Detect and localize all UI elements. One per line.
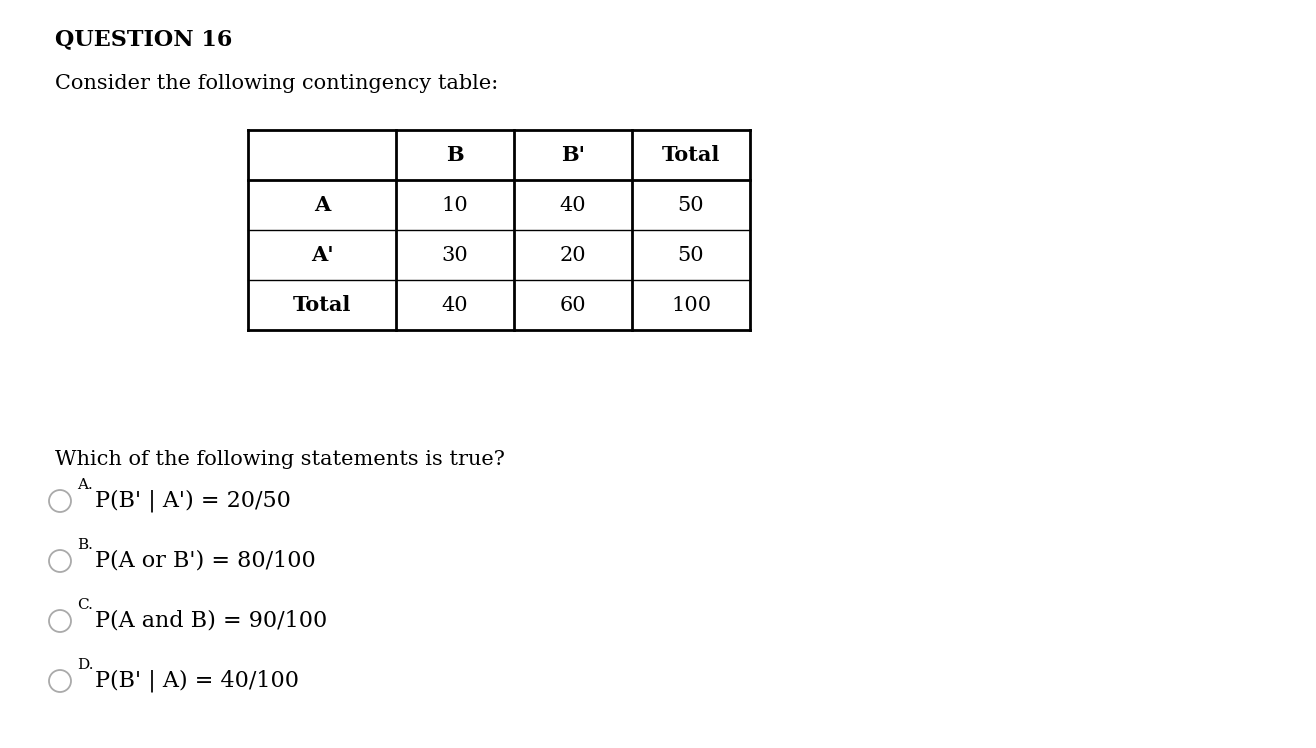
Text: 40: 40 (442, 295, 468, 314)
Text: D.: D. (78, 658, 93, 672)
Text: Consider the following contingency table:: Consider the following contingency table… (55, 74, 499, 93)
Text: 30: 30 (442, 245, 468, 265)
Text: Which of the following statements is true?: Which of the following statements is tru… (55, 450, 505, 469)
Text: Total: Total (293, 295, 351, 315)
Text: A': A' (311, 245, 333, 265)
Text: P(A and B) = 90/100: P(A and B) = 90/100 (95, 610, 328, 632)
Text: 20: 20 (559, 245, 587, 265)
Circle shape (49, 550, 71, 572)
Text: B.: B. (78, 538, 93, 552)
Text: 50: 50 (678, 195, 704, 215)
Text: P(A or B') = 80/100: P(A or B') = 80/100 (95, 550, 316, 572)
Text: QUESTION 16: QUESTION 16 (55, 28, 233, 50)
Text: Total: Total (662, 145, 720, 165)
Text: P(B' | A') = 20/50: P(B' | A') = 20/50 (95, 490, 291, 512)
Text: 10: 10 (442, 195, 468, 215)
Text: A: A (315, 195, 330, 215)
Text: B: B (446, 145, 463, 165)
Text: 40: 40 (559, 195, 587, 215)
Text: 50: 50 (678, 245, 704, 265)
Text: B': B' (561, 145, 586, 165)
Bar (247, 130, 750, 330)
Text: 60: 60 (559, 295, 587, 314)
Circle shape (49, 490, 71, 512)
Text: A.: A. (78, 478, 92, 492)
Text: P(B' | A) = 40/100: P(B' | A) = 40/100 (95, 669, 299, 693)
Circle shape (49, 610, 71, 632)
Text: 100: 100 (671, 295, 711, 314)
Circle shape (49, 670, 71, 692)
Text: C.: C. (78, 598, 93, 612)
